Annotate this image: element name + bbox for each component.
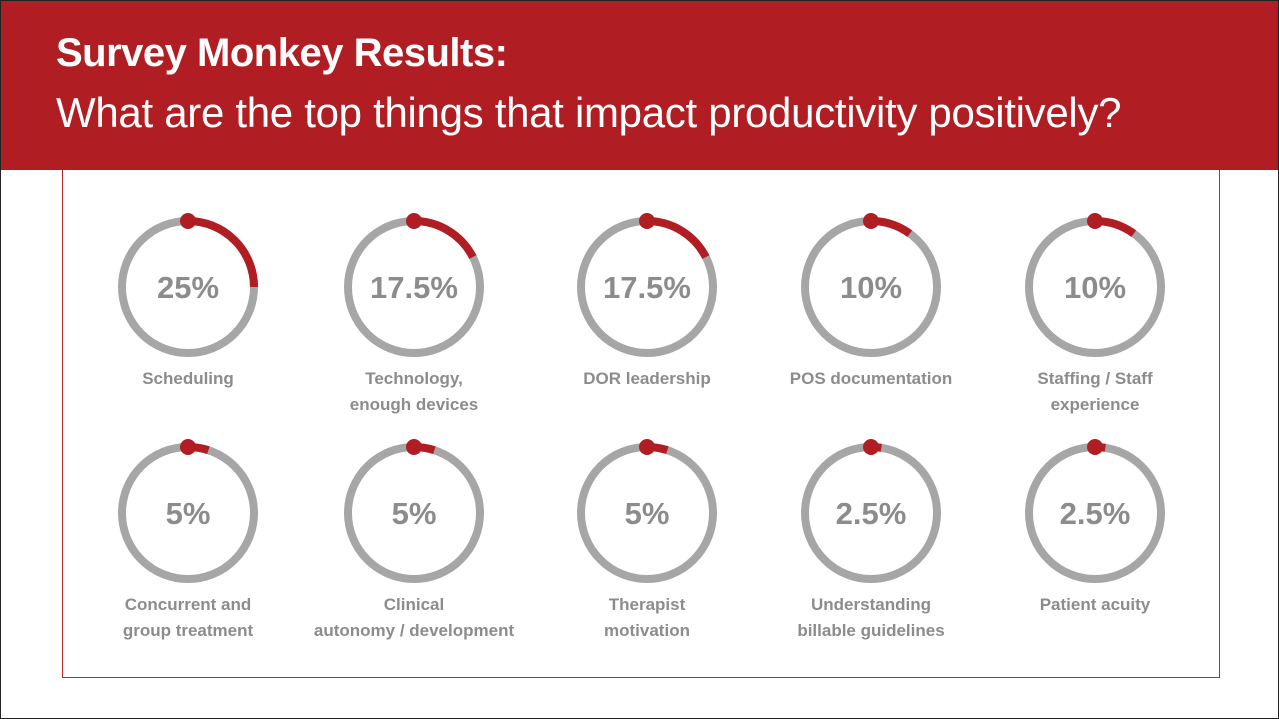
donut-category-label: Clinical: [384, 595, 444, 614]
donut-percent-label: 17.5%: [603, 270, 691, 305]
donut-item: 10% Staffing / Staff experience: [1025, 213, 1165, 414]
donut-percent-label: 25%: [157, 270, 219, 305]
results-panel: [62, 170, 1220, 678]
donut-item: 17.5% DOR leadership: [577, 213, 717, 388]
donut-category-label: Understanding: [811, 595, 931, 614]
donut-start-dot: [639, 213, 655, 229]
donut-category-label: Technology,: [365, 369, 463, 388]
donut-item: 5% Concurrent and group treatment: [118, 439, 258, 640]
donut-item: 5% Therapist motivation: [577, 439, 717, 640]
donut-percent-label: 2.5%: [1060, 496, 1131, 531]
donut-category-label: group treatment: [123, 621, 254, 640]
donut-category-label: Scheduling: [142, 369, 234, 388]
donut-percent-label: 5%: [625, 496, 670, 531]
donut-start-dot: [180, 439, 196, 455]
donut-value-arc: [646, 217, 710, 259]
donut-item: 2.5% Patient acuity: [1025, 439, 1165, 614]
donut-category-label: experience: [1051, 395, 1140, 414]
donut-category-label: POS documentation: [790, 369, 952, 388]
donut-start-dot: [406, 213, 422, 229]
donut-start-dot: [1087, 439, 1103, 455]
donut-category-label: Staffing / Staff: [1037, 369, 1153, 388]
donut-item: 10% POS documentation: [790, 213, 952, 388]
donut-item: 17.5% Technology, enough devices: [344, 213, 484, 414]
donut-value-arc: [187, 217, 258, 288]
page-subtitle: What are the top things that impact prod…: [56, 89, 1122, 136]
donut-category-label: motivation: [604, 621, 690, 640]
donut-percent-label: 10%: [840, 270, 902, 305]
donut-percent-label: 10%: [1064, 270, 1126, 305]
donut-start-dot: [639, 439, 655, 455]
page-title: Survey Monkey Results:: [56, 31, 508, 75]
donut-start-dot: [406, 439, 422, 455]
donut-item: 2.5% Understanding billable guidelines: [797, 439, 945, 640]
donut-percent-label: 2.5%: [836, 496, 907, 531]
donut-category-label: DOR leadership: [583, 369, 711, 388]
donut-category-label: Therapist: [609, 595, 686, 614]
donut-start-dot: [180, 213, 196, 229]
header-banner: Survey Monkey Results: What are the top …: [1, 1, 1278, 170]
donut-category-label: Concurrent and: [125, 595, 252, 614]
donut-category-label: enough devices: [350, 395, 478, 414]
donut-item: 25% Scheduling: [118, 213, 258, 388]
donut-category-label: Patient acuity: [1040, 595, 1151, 614]
donut-start-dot: [1087, 213, 1103, 229]
donut-percent-label: 5%: [392, 496, 437, 531]
donut-percent-label: 17.5%: [370, 270, 458, 305]
donut-category-label: billable guidelines: [797, 621, 944, 640]
donut-percent-label: 5%: [166, 496, 211, 531]
donut-item: 5% Clinical autonomy / development: [314, 439, 515, 640]
donut-start-dot: [863, 439, 879, 455]
donut-value-arc: [413, 217, 477, 259]
donut-start-dot: [863, 213, 879, 229]
donut-category-label: autonomy / development: [314, 621, 515, 640]
